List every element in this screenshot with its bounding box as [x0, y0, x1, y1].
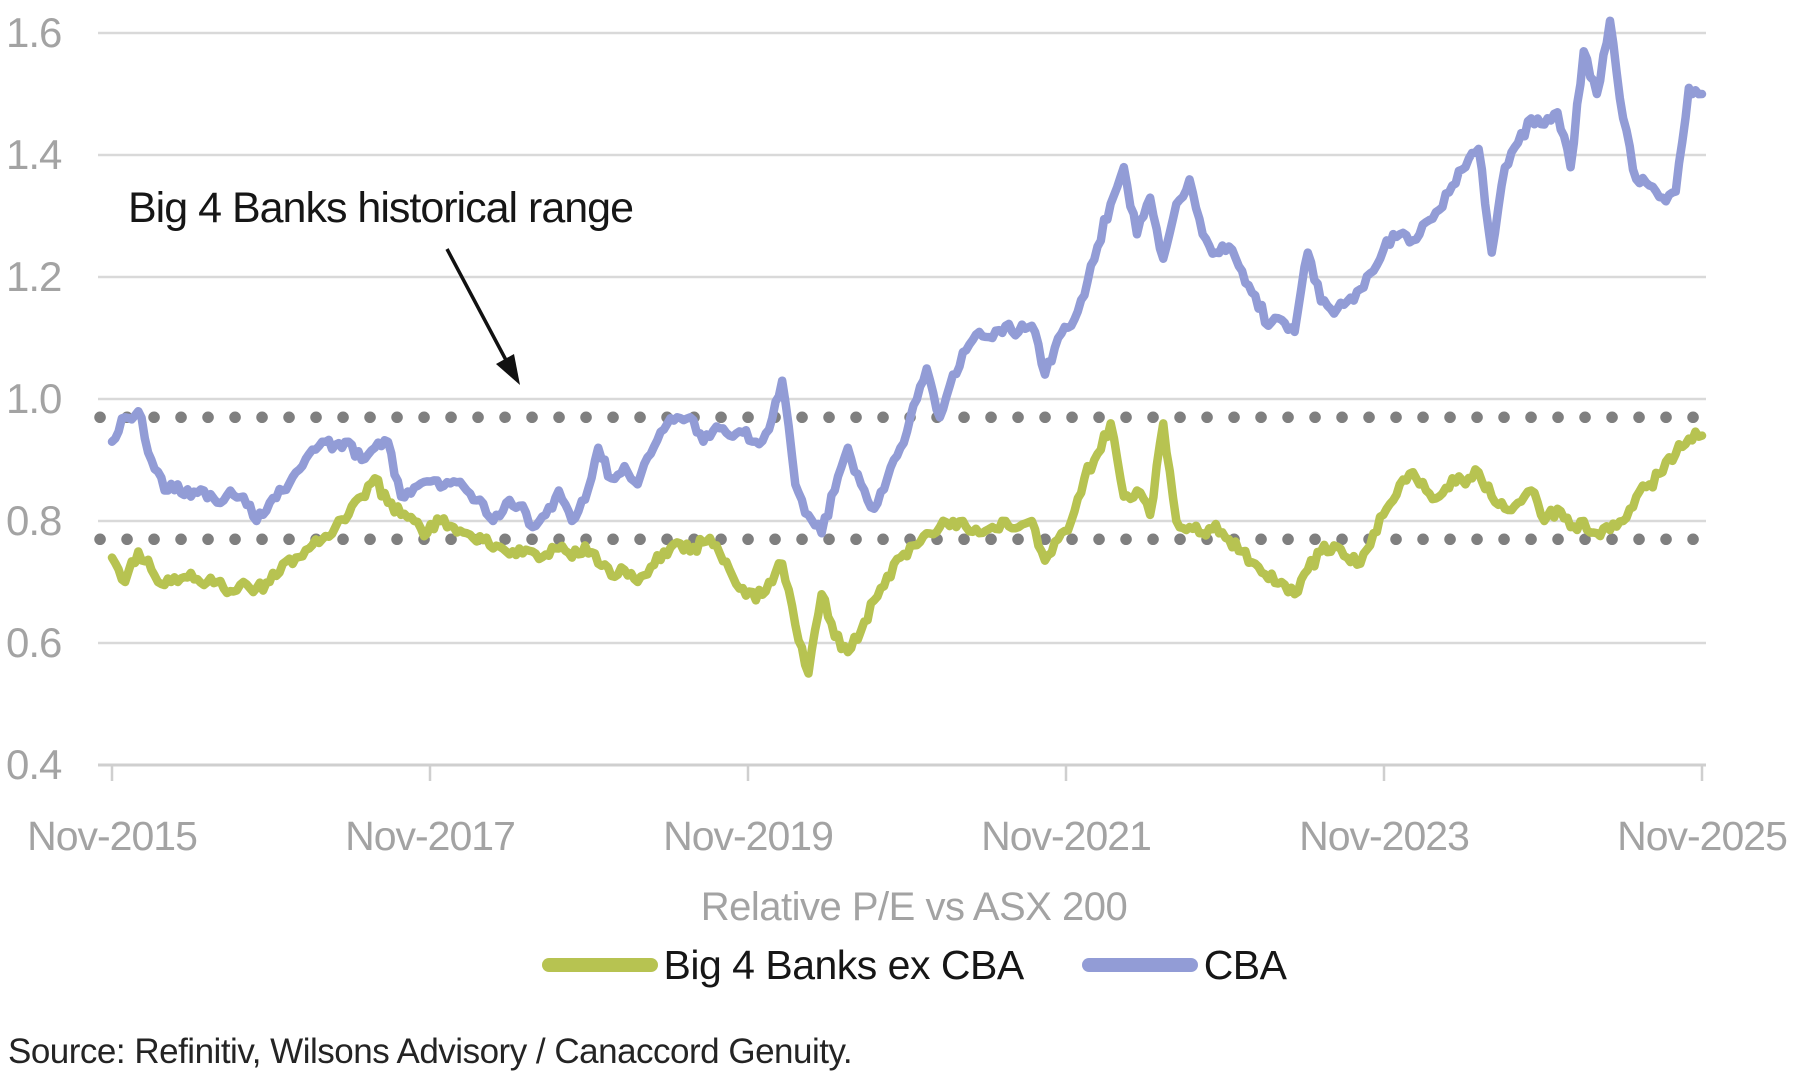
annotation-arrow-head-icon	[496, 354, 520, 385]
big4-line-swatch-icon	[541, 958, 658, 972]
legend-label-cba: CBA	[1203, 942, 1287, 988]
x-axis-label-Nov-2019: Nov-2019	[663, 813, 834, 859]
annotation-arrow-line	[445, 248, 509, 363]
legend-label-big4-ex-cba: Big 4 Banks ex CBA	[663, 942, 1025, 988]
x-axis-label-Nov-2017: Nov-2017	[345, 813, 516, 859]
series-line-cba	[107, 16, 1707, 538]
legend: Big 4 Banks ex CBA CBA	[14, 940, 1800, 990]
y-axis-label-1.4: 1.4	[6, 131, 62, 178]
source-text: Source: Refinitiv, Wilsons Advisory / Ca…	[8, 1032, 853, 1071]
chart-subtitle: Relative P/E vs ASX 200	[700, 885, 1128, 929]
x-axis-label-Nov-2025: Nov-2025	[1617, 813, 1788, 859]
x-axis-label-Nov-2021: Nov-2021	[981, 813, 1152, 859]
legend-item-cba: CBA	[1081, 940, 1287, 990]
y-axis-label-0.8: 0.8	[6, 497, 62, 544]
y-axis-label-0.4: 0.4	[6, 741, 62, 788]
historical-range-annotation: Big 4 Banks historical range	[128, 184, 634, 232]
legend-item-big4-ex-cba: Big 4 Banks ex CBA	[541, 940, 1025, 990]
series-line-big4-ex-cba	[107, 419, 1707, 678]
y-axis-label-1.6: 1.6	[6, 9, 62, 56]
x-axis-label-Nov-2023: Nov-2023	[1299, 813, 1470, 859]
cba-line-swatch-icon	[1081, 958, 1198, 972]
y-axis-label-1.0: 1.0	[6, 375, 62, 422]
y-axis-label-1.2: 1.2	[6, 253, 62, 300]
x-axis-label-Nov-2015: Nov-2015	[27, 813, 198, 859]
y-axis-label-0.6: 0.6	[6, 619, 62, 666]
